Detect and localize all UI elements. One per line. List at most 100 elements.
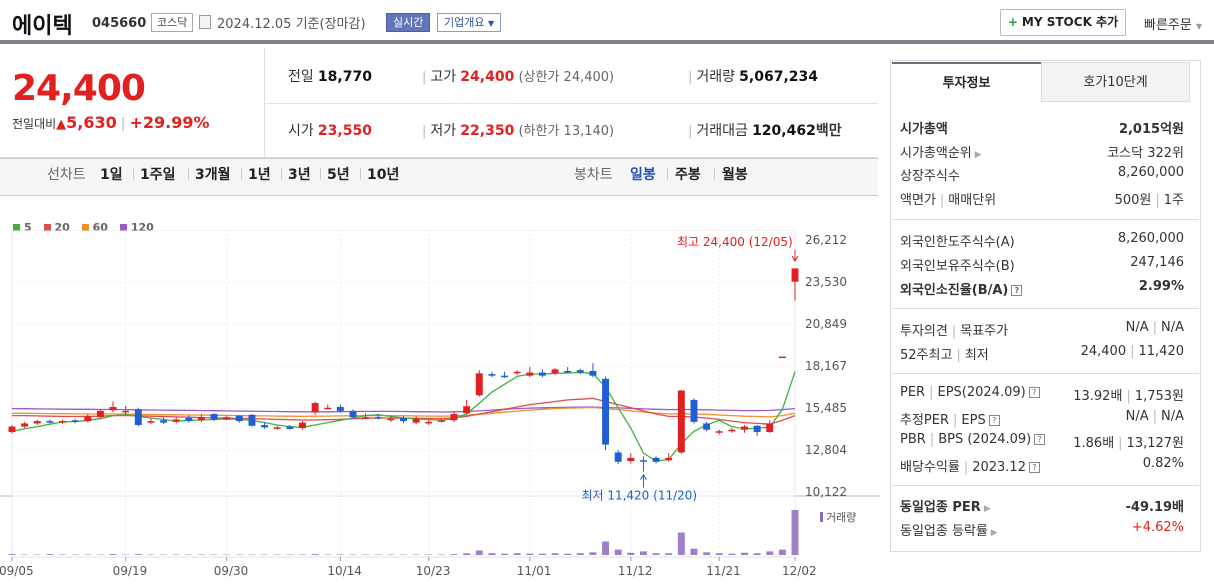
open-value: 23,550 <box>317 123 372 139</box>
candle-body <box>437 420 445 422</box>
volume-bar <box>8 554 16 555</box>
amount-unit: 백만 <box>815 123 842 139</box>
candle-body <box>273 427 281 429</box>
x-tick-label: 09/19 <box>113 564 148 578</box>
quick-order-button[interactable]: 빠른주문 ▼ <box>1144 14 1202 33</box>
caret-down-icon: ▼ <box>487 19 495 28</box>
legend-ma5: 5 <box>13 221 32 234</box>
volume-bar <box>703 552 711 555</box>
tab-hoga[interactable]: 호가10단계 <box>1041 62 1190 102</box>
low-annotation: 최저 11,420 (11/20) <box>581 489 697 503</box>
est-per-row: 추정PER | EPS? N/A | N/A <box>900 409 1184 428</box>
volume-bar <box>526 553 534 555</box>
realtime-button[interactable]: 실시간 <box>386 13 431 32</box>
candle-body <box>450 414 458 421</box>
volume-bar <box>741 552 748 555</box>
candle-body <box>488 374 496 376</box>
plus-icon: + <box>1007 15 1018 29</box>
volume-bar <box>564 553 572 555</box>
volume-bar <box>513 553 521 555</box>
volume-label: 거래량 <box>696 69 736 85</box>
candle-body <box>677 390 685 453</box>
tab-divider <box>667 168 668 180</box>
opinion-row: 투자의견 | 목표주가 N/A | N/A <box>900 320 1184 339</box>
candle-period-tab[interactable]: 주봉 <box>675 167 701 183</box>
divider <box>892 485 1199 486</box>
volume-bar <box>488 553 496 555</box>
candle-body <box>46 421 54 423</box>
candle-body <box>387 418 395 421</box>
chevron-right-icon: ▶ <box>987 528 998 538</box>
candle-body <box>362 417 370 419</box>
cap-rank-row[interactable]: 시가총액순위 ▶ 코스닥 322위 <box>900 146 1184 161</box>
line-period-tab[interactable]: 1주일 <box>140 167 176 183</box>
volume-bar <box>614 549 622 555</box>
tab-divider <box>188 168 189 180</box>
candle-body <box>160 420 168 423</box>
week52-row: 52주최고 | 최저 24,400 | 11,420 <box>900 344 1184 363</box>
volume-bar <box>677 532 685 555</box>
volume-bar <box>652 553 660 555</box>
stock-code: 045660 <box>92 16 147 31</box>
volume-value: 5,067,234 <box>739 69 818 85</box>
candle-body <box>526 372 534 376</box>
foreign-ratio-row: 외국인소진율(B/A)? 2.99% <box>900 279 1184 298</box>
open-price: 시가 23,550 <box>288 120 372 140</box>
candle-body <box>336 406 344 411</box>
sector-per-row[interactable]: 동일업종 PER ▶ -49.19배 <box>900 500 1184 515</box>
stock-header-bar <box>0 0 1214 44</box>
volume-bar <box>109 554 117 555</box>
legend-ma20: 20 <box>43 221 70 234</box>
sector-change-row[interactable]: 동일업종 등락률 ▶ +4.62% <box>900 520 1184 539</box>
mystock-add-button[interactable]: + MY STOCK 추가 <box>1000 9 1126 36</box>
x-tick-label: 10/14 <box>327 564 362 578</box>
tab-divider <box>241 168 242 180</box>
line-period-tab[interactable]: 1년 <box>248 167 271 183</box>
low-price: | 저가 22,350 (하한가 13,140) <box>422 123 615 139</box>
volume-bar <box>602 541 610 555</box>
price-chart[interactable]: 26,212 23,530 20,849 18,167 15,485 12,804 10,1… <box>0 230 880 586</box>
candle-body <box>715 431 723 433</box>
line-period-tab[interactable]: 3년 <box>288 167 311 183</box>
candle-body <box>589 370 597 376</box>
candle-period-tab[interactable]: 일봉 <box>630 167 656 183</box>
candle-body <box>475 373 483 396</box>
candle-body <box>248 414 256 426</box>
x-tick-label: 11/12 <box>618 564 653 578</box>
line-period-tab[interactable]: 5년 <box>327 167 350 183</box>
candle-period-tab[interactable]: 월봉 <box>722 167 748 183</box>
x-tick-label: 12/02 <box>782 564 817 578</box>
prev-close: 전일 18,770 <box>288 66 372 86</box>
chart-legend: 5 20 60 120 <box>13 221 154 234</box>
per-eps-row: PER | EPS(2024.09)? 13.92배 | 1,753원 <box>900 385 1184 404</box>
line-period-tab[interactable]: 10년 <box>367 167 400 183</box>
divider <box>892 373 1199 374</box>
candle-body <box>639 460 647 462</box>
volume-bar <box>728 553 736 555</box>
tab-invest-info[interactable]: 투자정보 <box>892 62 1041 102</box>
price-summary <box>0 48 878 158</box>
line-period-tab[interactable]: 3개월 <box>195 167 231 183</box>
current-price: 24,400 <box>12 68 146 109</box>
volume-bar <box>46 554 54 555</box>
quick-order-label: 빠른주문 <box>1144 18 1192 33</box>
date-basis: 기준(장마감) <box>295 17 366 32</box>
company-name: 에이텍 <box>12 14 73 39</box>
high-price: | 고가 24,400 (상한가 24,400) <box>422 69 615 85</box>
company-overview-button[interactable]: 기업개요 ▼ <box>437 13 502 32</box>
divider <box>264 103 878 104</box>
candle-body <box>286 426 294 429</box>
trade-amount: | 거래대금 120,462백만 <box>688 123 842 139</box>
line-chart-label: 선차트 <box>47 167 86 183</box>
chevron-right-icon: ▶ <box>971 150 982 160</box>
amount-label: 거래대금 <box>696 123 748 139</box>
candle-body <box>400 417 407 422</box>
volume-bar <box>778 549 786 555</box>
candle-body <box>71 420 79 422</box>
y-tick-label: 12,804 <box>805 443 847 457</box>
candle-body <box>298 422 306 429</box>
line-period-tab[interactable]: 1일 <box>100 167 123 183</box>
shares-row: 상장주식수 8,260,000 <box>900 165 1184 184</box>
candle-body <box>122 410 130 413</box>
volume-bar <box>501 553 509 555</box>
